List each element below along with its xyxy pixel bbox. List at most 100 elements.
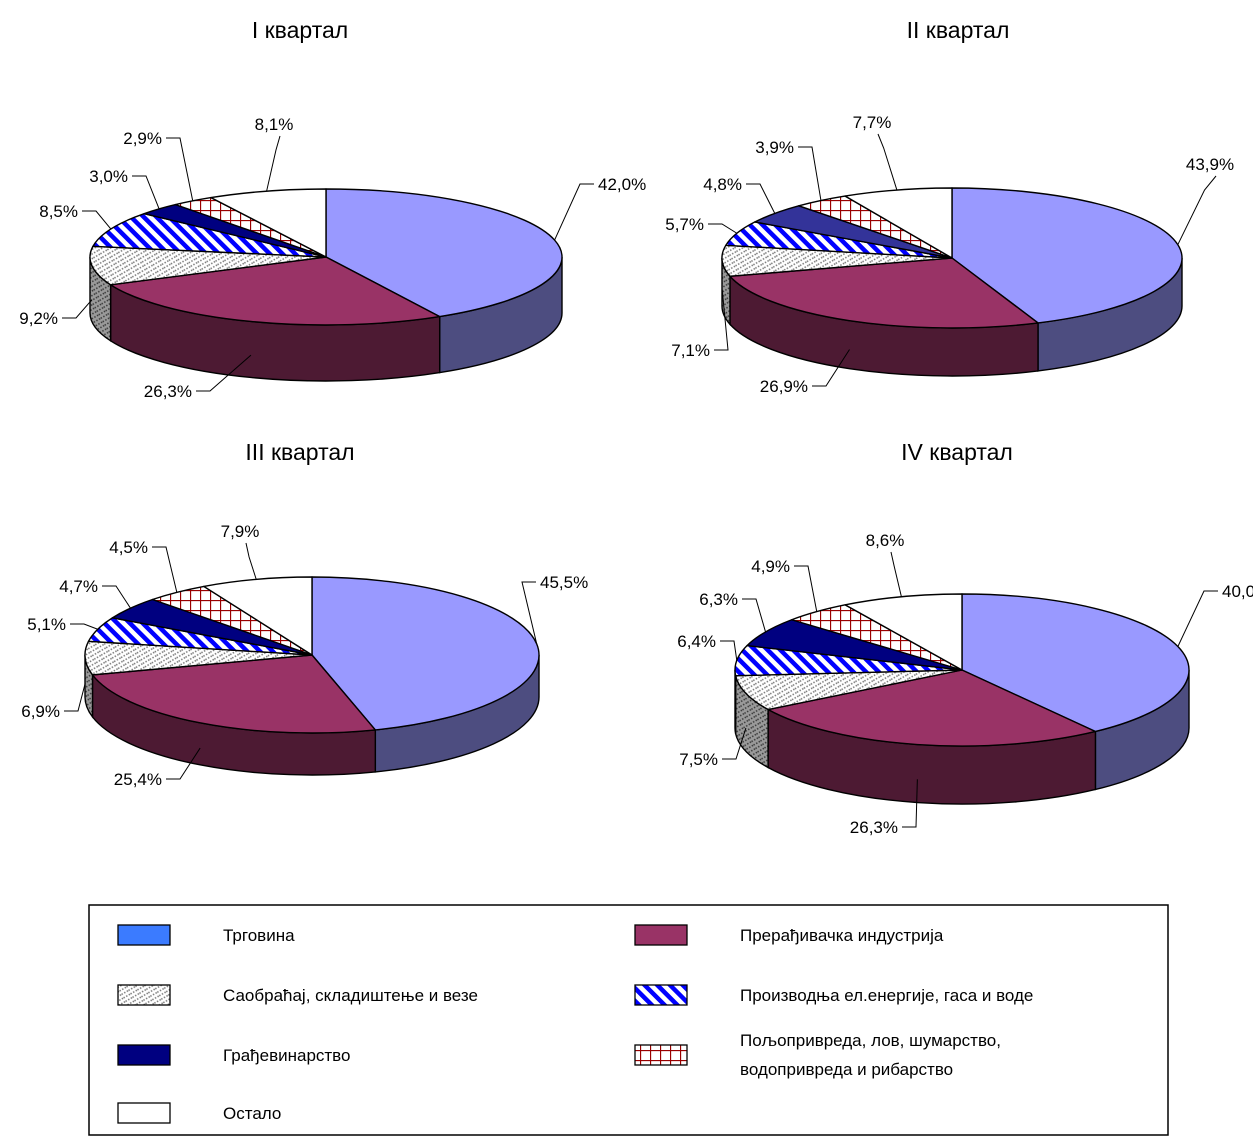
pie-top xyxy=(734,593,1190,747)
pie-slice-other xyxy=(203,576,313,656)
legend-label: Саобраћај, складиштење и везе xyxy=(223,986,478,1005)
pie-labels: 43,9% 26,9% 7,1% 5,7% 4,8% 3,9% 7,7% xyxy=(665,113,1234,396)
data-label: 7,7% xyxy=(853,113,892,132)
leader-line xyxy=(196,354,252,392)
legend: Трговина Прерађивачка индустрија Саобраћај… xyxy=(88,904,1169,1136)
chart-title: III квартал xyxy=(245,439,354,465)
pie-labels: 42,0% 26,3% 9,2% 8,5% 3,0% 2,9% 8,1% xyxy=(19,115,646,401)
pie-side-energy xyxy=(734,669,737,734)
legend-item: Прерађивачка индустрија xyxy=(634,924,944,946)
leader-line xyxy=(714,289,729,351)
leader-line xyxy=(812,349,850,387)
pie-side-walls xyxy=(734,669,1190,805)
pie-top xyxy=(89,188,563,326)
data-label: 42,0% xyxy=(598,175,646,194)
leader-line xyxy=(62,299,93,319)
data-label: 5,7% xyxy=(665,215,704,234)
leader-line xyxy=(794,565,818,612)
pie-top xyxy=(721,187,1183,329)
legend-label: Остало xyxy=(223,1104,281,1123)
leader-line xyxy=(152,546,178,593)
leader-line xyxy=(521,581,538,645)
leader-line xyxy=(890,551,902,597)
construction-swatch xyxy=(117,1044,171,1066)
data-label: 25,4% xyxy=(114,770,162,789)
legend-label: Грађевинарство xyxy=(223,1046,350,1065)
leader-line xyxy=(266,135,281,192)
data-label: 26,3% xyxy=(144,382,192,401)
data-label: 4,5% xyxy=(109,538,148,557)
pie-slice-trade xyxy=(951,187,1183,324)
data-label: 4,7% xyxy=(59,577,98,596)
data-label: 26,3% xyxy=(850,818,898,837)
leader-line xyxy=(554,183,594,241)
data-label: 7,9% xyxy=(221,522,260,541)
data-label: 40,0% xyxy=(1222,582,1253,601)
leader-line xyxy=(82,210,112,230)
data-label: 4,8% xyxy=(703,175,742,194)
data-label: 2,9% xyxy=(123,129,162,148)
legend-label: Производња ел.енергије, гаса и воде xyxy=(740,986,1033,1005)
legend-item: Грађевинарство xyxy=(117,1044,350,1066)
pie-side-walls xyxy=(89,256,563,382)
data-label: 3,9% xyxy=(755,138,794,157)
pie-slice-transport xyxy=(89,245,327,286)
data-label: 5,1% xyxy=(27,615,66,634)
pie-chart-q1: I квартал 42,0% 26,3% 9,2% 8,5% 3,0% 2,9% 8,1% xyxy=(19,17,646,401)
leader-line xyxy=(742,598,767,633)
data-label: 6,4% xyxy=(677,632,716,651)
pie-slice-manufacturing xyxy=(109,256,441,326)
legend-item: Трговина xyxy=(117,924,295,946)
leader-line xyxy=(132,175,160,210)
other-swatch xyxy=(117,1102,171,1124)
data-label: 8,6% xyxy=(866,531,905,550)
transport-swatch xyxy=(117,984,171,1006)
pie-slice-trade xyxy=(325,188,563,318)
data-label: 7,5% xyxy=(679,750,718,769)
data-label: 6,9% xyxy=(21,702,60,721)
legend-label: Прерађивачка индустрија xyxy=(740,926,944,945)
leader-line xyxy=(102,585,131,609)
leader-line xyxy=(720,640,738,661)
data-label: 3,0% xyxy=(89,167,128,186)
legend-item: Остало xyxy=(117,1102,281,1124)
leader-line xyxy=(1177,590,1218,647)
data-label: 26,9% xyxy=(760,377,808,396)
pie-slice-manufacturing xyxy=(767,669,1097,747)
leader-line xyxy=(746,183,776,214)
pie-slice-manufacturing xyxy=(729,257,1039,329)
leader-line xyxy=(64,683,86,712)
leader-line xyxy=(166,137,194,201)
trade-swatch xyxy=(117,924,171,946)
legend-item: Пољопривреда, лов, шумарство, водопривред… xyxy=(634,1031,1001,1079)
legend-item: Саобраћај, складиштење и везе xyxy=(117,984,478,1006)
leader-line xyxy=(245,542,257,580)
chart-title: I квартал xyxy=(252,17,348,43)
leader-line xyxy=(1177,175,1217,245)
manufacturing-swatch xyxy=(634,924,688,946)
pie-slice-other xyxy=(844,187,953,259)
pie-chart-q4: IV квартал 40,0% 26,3% 7,5% 6,4% 6,3% 4,9% 8,6% xyxy=(677,439,1253,837)
data-label: 4,9% xyxy=(751,557,790,576)
data-label: 9,2% xyxy=(19,309,58,328)
leader-line xyxy=(70,623,98,630)
pie-slice-trade xyxy=(311,576,540,731)
data-label: 43,9% xyxy=(1186,155,1234,174)
data-label: 8,5% xyxy=(39,202,78,221)
agriculture-swatch xyxy=(634,1044,688,1066)
data-label: 8,1% xyxy=(255,115,294,134)
legend-item: Производња ел.енергије, гаса и воде xyxy=(634,984,1033,1006)
data-label: 45,5% xyxy=(540,573,588,592)
pie-chart-q3: III квартал 45,5% 25,4% 6,9% 5,1% 4,7% 4,5% 7,9… xyxy=(21,439,588,789)
leader-line xyxy=(902,779,918,828)
leader-line xyxy=(708,223,738,234)
leader-line xyxy=(798,146,822,201)
pie-labels: 40,0% 26,3% 7,5% 6,4% 6,3% 4,9% 8,6% xyxy=(677,531,1253,837)
leader-line xyxy=(722,727,747,760)
energy-swatch xyxy=(634,984,688,1006)
legend-label: Пољопривреда, лов, шумарство, xyxy=(740,1031,1001,1050)
legend-label: Трговина xyxy=(223,926,295,945)
legend-frame xyxy=(88,904,1169,1136)
legend-label-line2: водопривреда и рибарство xyxy=(740,1060,953,1079)
